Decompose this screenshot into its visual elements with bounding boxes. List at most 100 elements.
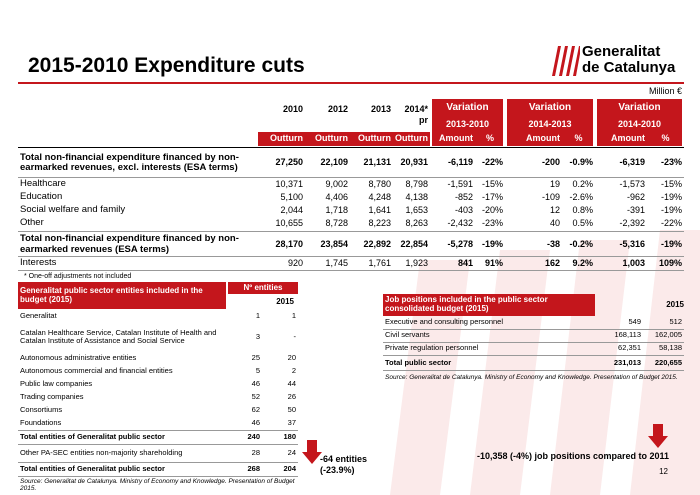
subheader: Amount [611,133,645,144]
cell: 180 [283,431,296,441]
cell: 46 [251,418,260,428]
cell: 8,798 [405,178,428,189]
subheader: % [661,133,670,144]
cell: 204 [283,463,296,473]
rule [18,256,684,257]
year-header: 2014* [404,104,428,115]
cell: 44 [287,379,296,389]
cell: -20% [481,204,503,215]
subheader: Amount [439,133,473,144]
rule [18,462,298,463]
cell: 22,854 [400,238,428,249]
cell: 8,223 [368,217,391,228]
year-header: 2012 [327,104,348,115]
rule [383,329,684,330]
row-label: Other [20,217,44,229]
row-label: Public law companies [20,379,93,389]
cell: 4,248 [368,191,391,202]
cell: -0.2% [569,238,593,249]
subheader-band [258,132,430,146]
cell: 1 [255,310,260,320]
cell: 168,113 [614,330,641,340]
cell: -5,278 [447,238,473,249]
cell: -19% [660,204,682,215]
cell: -1,573 [619,178,645,189]
cell: 268 [247,463,260,473]
cell: 8,728 [325,217,348,228]
row-label: Generalitat [20,310,57,320]
cell: -403 [454,204,473,215]
cell: 512 [669,317,682,327]
cell: -6,119 [447,157,473,168]
cell: 28 [251,448,260,458]
rule [18,476,298,477]
rule [383,370,684,371]
logo-text: Generalitat [582,42,661,60]
cell: 5 [255,366,260,376]
table-header: Generalitat public sector entities inclu… [18,282,226,309]
cell: 220,655 [654,357,682,367]
cell: 28,170 [275,238,303,249]
cell: 8,780 [368,178,391,189]
subheader: Outturn [270,133,303,144]
cell: 9.2% [572,257,593,268]
cell: 46 [251,379,260,389]
cell: 109% [658,257,682,268]
cell: 50 [287,405,296,415]
cell: 10,655 [275,217,303,228]
variation-period: 2013-2010 [445,119,490,130]
cell: 62,351 [618,343,641,353]
cell: - [293,331,297,341]
cell: 1,653 [405,204,428,215]
cell: 9,002 [325,178,348,189]
rule [18,177,684,178]
cell: 62 [251,405,260,415]
row-label: Total entities of Generalitat public sec… [20,463,165,473]
cell: -6,319 [619,157,645,168]
cell: -2.6% [569,191,593,202]
callout: (-23.9%) [320,464,355,475]
cell: 91% [484,257,503,268]
logo-text: de Catalunya [582,58,676,76]
row-label: Healthcare [20,178,66,190]
variation-title: Variation [618,102,661,113]
row-label: Total entities of Generalitat public sec… [20,431,165,441]
cell: 12 [549,204,560,215]
cell: 0.8% [572,204,593,215]
footnote: * One-off adjustments not included [24,272,132,280]
cell: -22% [481,157,503,168]
cell: 4,406 [325,191,348,202]
cell: 1,718 [325,204,348,215]
cell: 162 [544,257,560,268]
cell: -852 [454,191,473,202]
row-label: Executive and consulting personnel [385,317,503,327]
row-label: Catalan Healthcare Service, Catalan Inst… [20,327,217,345]
rule [18,430,298,431]
cell: -19% [660,238,682,249]
logo-icon [552,46,580,76]
row-label: Total non-financial expenditure financed… [20,151,239,173]
cell: 1 [291,310,296,320]
subheader: Outturn [315,133,348,144]
variation-block [432,99,503,146]
row-label: Social welfare and family [20,204,126,216]
row-label: Private regulation personnel [385,343,479,353]
cell: 1,003 [622,257,645,268]
cell: 8,263 [405,217,428,228]
cell: 2 [291,366,296,376]
cell: -15% [481,178,503,189]
rule [18,270,684,271]
cell: -19% [660,191,682,202]
cell: 549 [628,317,641,327]
cell: -2,392 [619,217,645,228]
cell: -109 [541,191,560,202]
cell: 58,138 [659,343,682,353]
callout: -10,358 (-4%) job positions compared to … [477,450,670,461]
cell: -0.9% [569,157,593,168]
cell: 20 [287,353,296,363]
subheader: Outturn [395,133,428,144]
variation-block [507,99,593,146]
rule [18,444,298,445]
cell: 25 [251,353,260,363]
arrow [648,424,668,448]
